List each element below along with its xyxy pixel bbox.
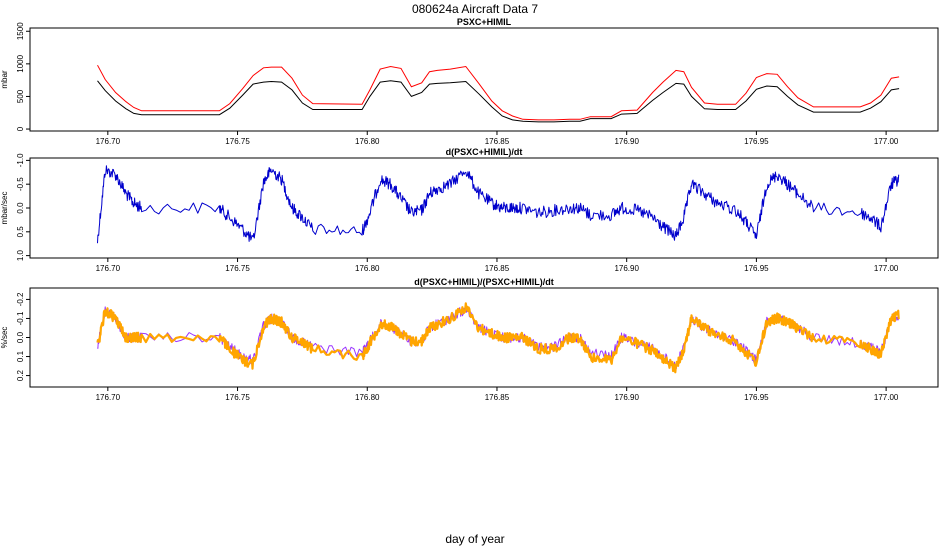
y-axis-title: mbar/sec [0, 192, 9, 225]
plot-area [96, 302, 900, 374]
y-tick-label: 1000 [16, 54, 25, 72]
plot-frame [29, 27, 939, 132]
y-tick-label: -0.2 [16, 292, 25, 306]
figure-title: 080624a Aircraft Data 7 [412, 2, 538, 16]
series-line [97, 80, 900, 123]
y-tick-label: 0 [16, 126, 25, 131]
series-line [97, 165, 900, 244]
x-tick-label: 176.75 [225, 393, 250, 402]
series-line [97, 64, 900, 121]
panel-title: d(PSXC+HIMIL)/(PSXC+HIMIL)/dt [414, 277, 554, 287]
x-tick-label: 176.85 [485, 393, 510, 402]
x-tick-label: 176.90 [614, 137, 639, 146]
x-tick-label: 176.85 [485, 137, 510, 146]
y-tick-label: 0.2 [16, 369, 25, 381]
y-tick-label: 0.1 [16, 350, 25, 362]
plot-frame [29, 287, 939, 388]
y-tick-label: 1.0 [16, 250, 25, 262]
y-tick-label: 0.0 [16, 331, 25, 343]
y-tick-label: 1500 [16, 22, 25, 40]
plot-frame [29, 157, 939, 259]
x-tick-label: 176.80 [355, 393, 380, 402]
x-tick-label: 176.70 [96, 264, 121, 273]
x-tick-label: 176.90 [614, 393, 639, 402]
x-tick-label: 176.85 [485, 264, 510, 273]
panel-title: PSXC+HIMIL [457, 17, 512, 27]
x-tick-label: 177.00 [874, 137, 899, 146]
x-tick-label: 176.75 [225, 264, 250, 273]
series-line [96, 302, 900, 374]
x-tick-label: 176.95 [744, 264, 769, 273]
x-tick-label: 176.90 [614, 264, 639, 273]
plot-area [97, 165, 900, 244]
y-tick-label: 0.5 [16, 226, 25, 238]
x-tick-label: 176.95 [744, 137, 769, 146]
panel-pressure: PSXC+HIMIL mbar 176.70 176.75 176.80 176.85 17… [0, 17, 939, 146]
x-tick-label: 176.70 [96, 393, 121, 402]
x-tick-label: 176.80 [355, 137, 380, 146]
y-tick-label: 500 [16, 89, 25, 103]
y-tick-label: -0.5 [16, 177, 25, 191]
x-tick-label: 176.95 [744, 393, 769, 402]
plot-area [97, 64, 900, 123]
x-tick-label: 177.00 [874, 264, 899, 273]
y-axis-title: %/sec [0, 327, 9, 349]
panel-title: d(PSXC+HIMIL)/dt [446, 147, 523, 157]
x-tick-label: 176.75 [225, 137, 250, 146]
x-tick-label: 177.00 [874, 393, 899, 402]
y-tick-label: -1.0 [16, 153, 25, 167]
panel-pressure-relative-derivative: d(PSXC+HIMIL)/(PSXC+HIMIL)/dt %/sec 176.70… [0, 277, 939, 402]
x-axis-label: day of year [445, 532, 504, 546]
y-tick-label: 0.0 [16, 202, 25, 214]
x-tick-label: 176.70 [96, 137, 121, 146]
y-tick-label: -0.1 [16, 311, 25, 325]
x-tick-label: 176.80 [355, 264, 380, 273]
panel-pressure-derivative: d(PSXC+HIMIL)/dt mbar/sec 176.70 176.75 176.… [0, 147, 939, 273]
y-axis-title: mbar [0, 70, 9, 89]
